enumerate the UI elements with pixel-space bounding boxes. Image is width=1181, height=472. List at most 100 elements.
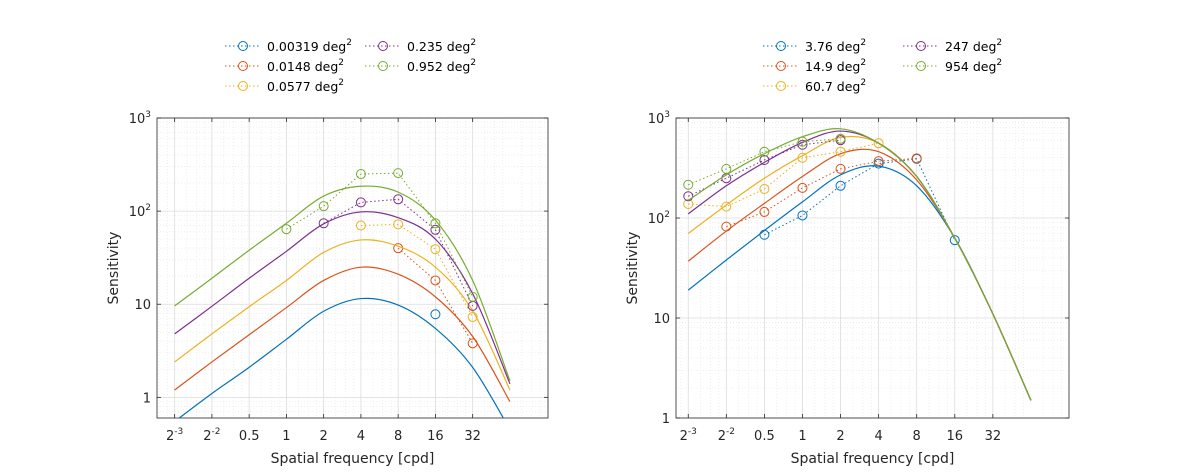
x-axis-label: Spatial frequency [cpd] xyxy=(271,451,435,467)
data-point-marker xyxy=(467,338,478,349)
y-axis-label: Sensitivity xyxy=(625,232,641,305)
series-data-line xyxy=(688,142,879,208)
series-data-line xyxy=(397,247,474,344)
x-tick-label-text: 4 xyxy=(874,429,882,444)
series-0 xyxy=(178,297,504,418)
data-point-marker xyxy=(835,133,846,144)
data-point-marker xyxy=(835,180,846,191)
data-point-marker xyxy=(355,197,366,208)
x-tick-label: 2-3 xyxy=(680,427,697,444)
data-point-marker xyxy=(797,210,808,221)
legend-marker xyxy=(378,61,388,71)
x-tick-label: 4 xyxy=(874,429,882,444)
legend-label: 14.9 deg2 xyxy=(805,58,866,74)
x-tick-label-text: 1 xyxy=(798,429,806,444)
data-point-marker xyxy=(797,136,808,147)
legend-label-exponent: 2 xyxy=(470,58,476,68)
y-tick-label-text: 10 xyxy=(134,298,151,313)
y-tick-label-exponent: 2 xyxy=(664,210,670,220)
x-tick-label-text: 2 xyxy=(203,429,211,444)
x-tick-label-text: 2 xyxy=(836,429,844,444)
data-point-marker xyxy=(355,220,366,231)
data-point-marker xyxy=(721,221,732,232)
legend-label-exponent: 2 xyxy=(338,58,344,68)
legend-marker xyxy=(776,61,786,71)
x-tick-label-text: 32 xyxy=(985,429,1002,444)
legend-label-exponent: 2 xyxy=(470,38,476,48)
y-tick-label-exponent: 3 xyxy=(145,110,151,120)
x-tick-label: 32 xyxy=(985,429,1002,444)
y-tick-label-exponent: 2 xyxy=(145,203,151,213)
x-tick-label-text: 2 xyxy=(718,429,726,444)
y-tick-label: 10 xyxy=(653,312,670,327)
legend-marker xyxy=(916,41,926,51)
legend-item: 0.00319 deg2 xyxy=(225,38,352,54)
legend-label: 0.952 deg2 xyxy=(407,58,476,74)
x-tick-label-text: 32 xyxy=(464,429,481,444)
data-point-marker xyxy=(683,191,694,202)
y-tick-label-text: 1 xyxy=(662,412,670,427)
series-curve xyxy=(174,185,511,382)
x-axis-label: Spatial frequency [cpd] xyxy=(791,451,955,467)
y-tick-label: 1 xyxy=(143,391,151,406)
data-point-marker xyxy=(430,309,441,320)
legend-label-text: 3.76 deg xyxy=(805,39,860,54)
legend-label: 3.76 deg2 xyxy=(805,38,866,54)
legend-marker xyxy=(776,81,786,91)
legend-marker xyxy=(378,41,388,51)
series-curve xyxy=(178,297,504,418)
series-4 xyxy=(174,168,511,382)
data-point-marker xyxy=(759,155,770,166)
x-tick-label: 16 xyxy=(427,429,444,444)
legend-label: 0.235 deg2 xyxy=(407,38,476,54)
data-point-marker xyxy=(873,158,884,169)
x-tick-label-text: 1 xyxy=(282,429,290,444)
x-tick-label: 0.5 xyxy=(239,429,260,444)
series-curve xyxy=(174,239,511,391)
data-point-marker xyxy=(355,169,366,180)
x-tick-label-exponent: -2 xyxy=(212,427,221,437)
x-ticks: 2-3 2-2 0.5 1 2 4 8 16 32 xyxy=(680,118,1002,444)
x-tick-label: 1 xyxy=(282,429,290,444)
data-point-marker xyxy=(759,229,770,240)
x-tick-label-text: 8 xyxy=(913,429,921,444)
data-point-marker xyxy=(759,183,770,194)
x-tick-label: 2-2 xyxy=(203,427,220,444)
data-point-marker xyxy=(430,275,441,286)
legend-label-exponent: 2 xyxy=(346,38,352,48)
legend-label-exponent: 2 xyxy=(860,58,866,68)
y-tick-label-text: 10 xyxy=(648,112,665,127)
data-point-marker xyxy=(721,163,732,174)
legend-item: 14.9 deg2 xyxy=(763,58,866,74)
x-tick-label: 4 xyxy=(357,429,365,444)
x-tick-label-text: 8 xyxy=(394,429,402,444)
legend-marker xyxy=(238,41,248,51)
series-1 xyxy=(174,243,511,402)
data-point-marker xyxy=(759,206,770,217)
x-tick-label-exponent: -3 xyxy=(174,427,183,437)
data-point-marker xyxy=(949,235,960,246)
legend-label: 0.0148 deg2 xyxy=(267,58,344,74)
data-point-marker xyxy=(318,201,329,212)
data-point-marker xyxy=(430,244,441,255)
data-point-marker xyxy=(721,201,732,212)
legend-label-text: 0.0148 deg xyxy=(267,59,338,74)
legend-label-text: 0.235 deg xyxy=(407,39,470,54)
legend-label-text: 14.9 deg xyxy=(805,59,860,74)
series-curve xyxy=(174,211,511,384)
series-curve xyxy=(687,128,1032,401)
x-tick-label-text: 2 xyxy=(680,429,688,444)
y-tick-label-text: 10 xyxy=(648,212,665,227)
x-tick-label: 8 xyxy=(913,429,921,444)
y-axis-label: Sensitivity xyxy=(106,232,122,305)
legend-item: 247 deg2 xyxy=(903,38,1002,54)
y-tick-label: 103 xyxy=(648,110,670,127)
data-point-marker xyxy=(281,224,292,235)
legend-marker xyxy=(238,81,248,91)
